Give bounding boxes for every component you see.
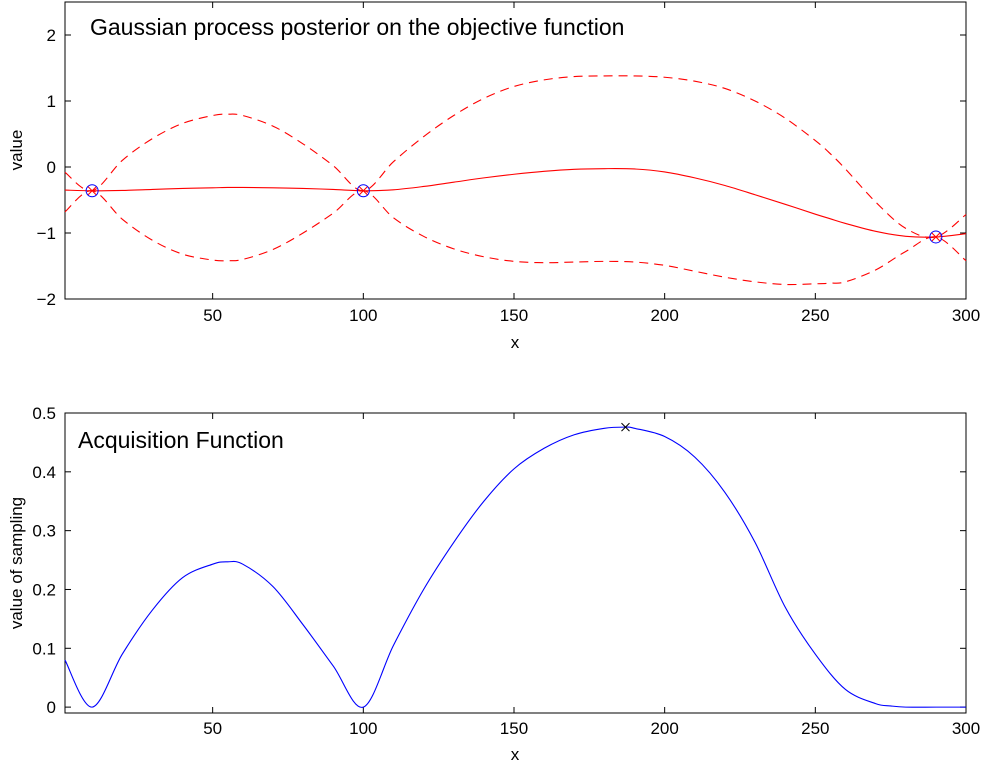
y-tick-label: 0.5 [32, 404, 56, 423]
y-tick-label: 1 [47, 92, 56, 111]
y-tick-label: 0 [47, 158, 56, 177]
lower-bound-line [64, 190, 967, 286]
tick-marks [65, 2, 967, 300]
x-tick-label: 250 [801, 719, 829, 738]
gp-y-axis-label: value [7, 130, 26, 171]
x-tick-label: 300 [952, 719, 980, 738]
x-tick-label: 50 [203, 306, 222, 325]
upper-bound-line [64, 75, 967, 239]
x-tick-label: 250 [801, 306, 829, 325]
x-tick-label: 150 [500, 306, 528, 325]
series-group [64, 75, 967, 286]
plot-area [64, 1, 967, 300]
plot-area [64, 412, 967, 714]
gp-x-axis-label: x [511, 333, 520, 352]
observation-point [356, 184, 370, 198]
x-tick-label: 100 [349, 719, 377, 738]
acquisition-y-axis-label: value of sampling [7, 497, 26, 629]
tick-marks [65, 412, 967, 713]
gp-posterior-panel: 50 100 150 200 250 300 −2 −1 0 1 2 Gaussian proces… [7, 1, 981, 352]
y-tick-label: 0.4 [32, 463, 56, 482]
tick-labels: 50 100 150 200 250 300 0 0.1 0.2 0.3 0.4 0.5 [32, 404, 980, 738]
acquisition-panel: 50 100 150 200 250 300 0 0.1 0.2 0.3 0.4 0.5 Acquis… [7, 404, 980, 764]
x-tick-label: 100 [349, 306, 377, 325]
x-tick-label: 50 [203, 719, 222, 738]
y-tick-label: −1 [37, 224, 56, 243]
tick-labels: 50 100 150 200 250 300 −2 −1 0 1 2 [37, 26, 981, 325]
observation-markers [85, 184, 943, 244]
y-tick-label: −2 [37, 290, 56, 309]
acquisition-panel-title: Acquisition Function [78, 427, 284, 453]
y-tick-label: 0 [47, 698, 56, 717]
gp-panel-title: Gaussian process posterior on the object… [90, 14, 624, 40]
y-tick-label: 2 [47, 26, 56, 45]
y-tick-label: 0.1 [32, 639, 56, 658]
mean-line [64, 168, 967, 238]
maximum-point [621, 422, 630, 432]
acquisition-line [64, 426, 966, 708]
acquisition-x-axis-label: x [511, 745, 520, 764]
y-tick-label: 0.3 [32, 522, 56, 541]
observation-point [929, 230, 943, 244]
x-tick-label: 200 [650, 306, 678, 325]
x-tick-label: 300 [952, 306, 980, 325]
series-group [64, 426, 966, 708]
maximum-marker [621, 422, 630, 432]
x-tick-label: 200 [650, 719, 678, 738]
y-tick-label: 0.2 [32, 580, 56, 599]
x-tick-label: 150 [500, 719, 528, 738]
observation-point [85, 184, 99, 198]
